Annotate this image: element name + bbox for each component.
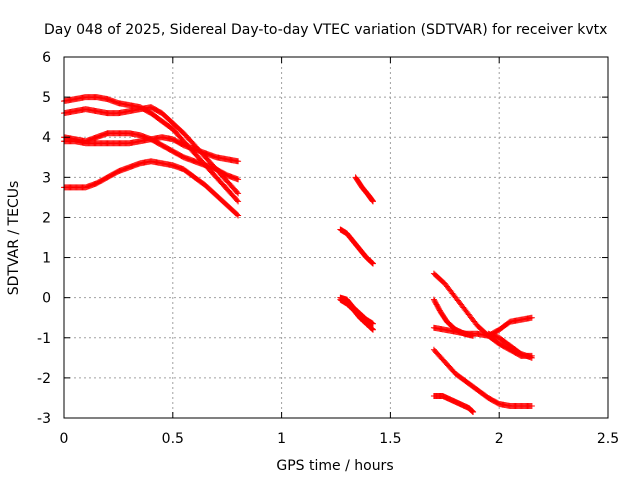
- data-point: [233, 211, 240, 218]
- series-s6: [352, 174, 376, 205]
- series-s10: [430, 270, 535, 359]
- x-tick-label: 1.5: [379, 431, 401, 447]
- x-tick-label: 2: [495, 431, 504, 447]
- data-point: [235, 212, 242, 219]
- x-tick-label: 0.5: [162, 431, 184, 447]
- data-point: [235, 190, 242, 197]
- data-point: [528, 314, 535, 321]
- series-s15: [485, 330, 535, 361]
- data-point: [528, 354, 535, 361]
- data-point: [235, 158, 242, 165]
- data-point: [369, 259, 376, 266]
- plot-frame: [63, 56, 609, 419]
- series-s14: [430, 392, 477, 415]
- y-tick-label: 5: [42, 90, 51, 106]
- y-tick-label: -3: [37, 411, 51, 427]
- data-point: [369, 326, 376, 333]
- series-s13: [430, 346, 535, 409]
- data-point: [528, 402, 535, 409]
- data-point: [369, 326, 376, 333]
- y-tick-label: 6: [42, 50, 51, 66]
- y-tick-label: -2: [37, 371, 51, 387]
- data-point: [369, 320, 376, 327]
- chart-title: Day 048 of 2025, Sidereal Day-to-day VTE…: [44, 22, 607, 38]
- series-s9: [337, 296, 376, 333]
- y-axis-label: SDTVAR / TECUs: [6, 181, 22, 296]
- data-point: [235, 176, 242, 183]
- y-tick-label: 1: [42, 251, 51, 267]
- tick-labels: 0 0.5 1 1.5 2 2.5 -3 -2 -1 0 1 2 3 4 5 6: [37, 50, 619, 447]
- data-point: [368, 325, 375, 332]
- data-points: [61, 94, 535, 415]
- grid-lines: [64, 57, 608, 418]
- data-point: [233, 189, 240, 196]
- x-tick-label: 1: [277, 431, 286, 447]
- data-point: [235, 198, 242, 205]
- series-s2: [61, 104, 242, 197]
- series-s1: [61, 94, 242, 205]
- y-tick-label: 0: [42, 291, 51, 307]
- data-point: [470, 408, 477, 415]
- y-tick-label: 3: [42, 170, 51, 186]
- y-tick-label: 2: [42, 210, 51, 226]
- y-tick-label: -1: [37, 331, 51, 347]
- data-point: [369, 260, 376, 267]
- data-point: [369, 198, 376, 205]
- data-point: [233, 197, 240, 204]
- x-axis-label: GPS time / hours: [276, 458, 393, 474]
- axis-ticks: [63, 56, 609, 419]
- data-point: [368, 259, 375, 266]
- y-tick-label: 4: [42, 130, 51, 146]
- series-s4: [61, 134, 242, 165]
- series-s12: [430, 314, 535, 339]
- x-tick-label: 2.5: [597, 431, 619, 447]
- series-s7: [337, 226, 376, 267]
- x-tick-label: 0: [60, 431, 69, 447]
- series-s5: [61, 158, 242, 219]
